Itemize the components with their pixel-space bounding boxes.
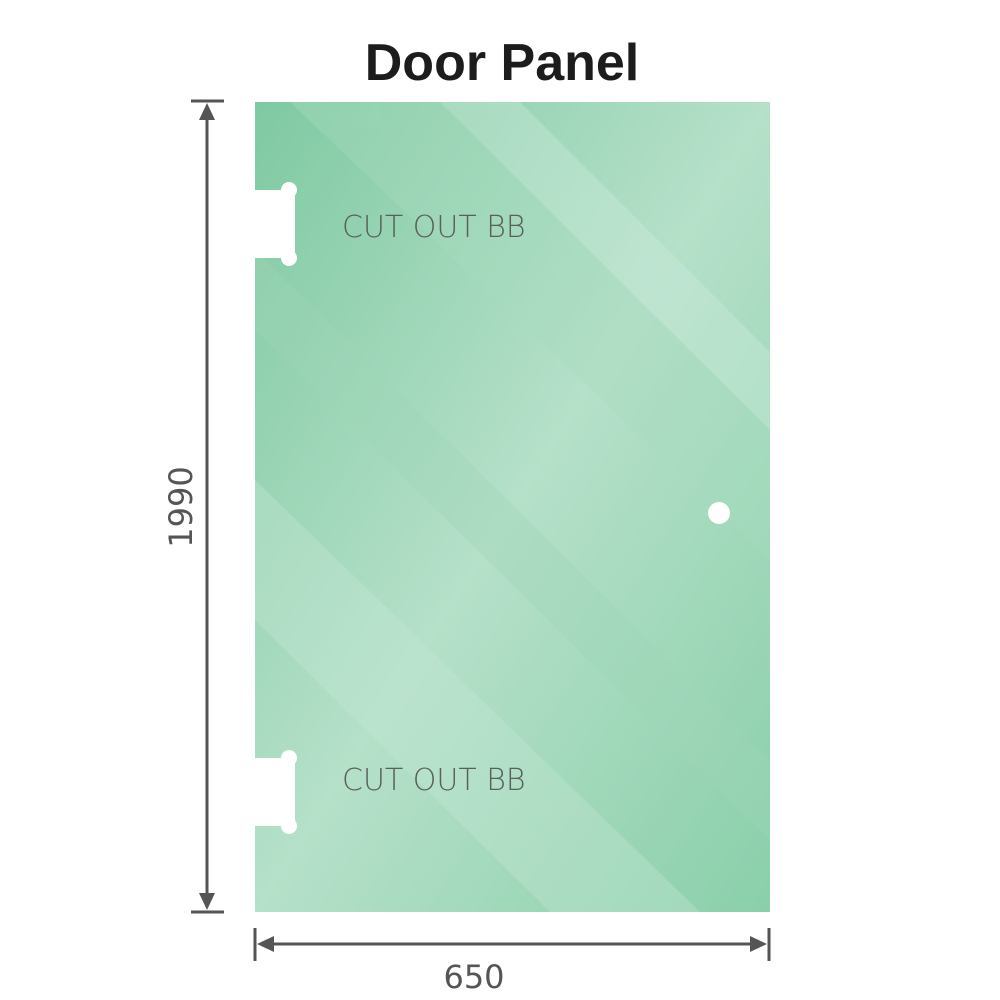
width-label: 650	[443, 958, 504, 996]
width-dimension	[253, 928, 771, 961]
glass-panel: CUT OUT BB CUT OUT BB	[255, 102, 770, 912]
height-label: 1990	[162, 466, 200, 547]
diagram-title: Door Panel	[365, 34, 640, 92]
cutout-top	[255, 182, 297, 266]
cutout-bottom	[255, 750, 297, 834]
cutout-top-label: CUT OUT BB	[342, 210, 526, 245]
handle-hole	[708, 502, 730, 524]
cutout-bottom-label: CUT OUT BB	[342, 763, 526, 798]
height-dimension	[191, 99, 224, 914]
